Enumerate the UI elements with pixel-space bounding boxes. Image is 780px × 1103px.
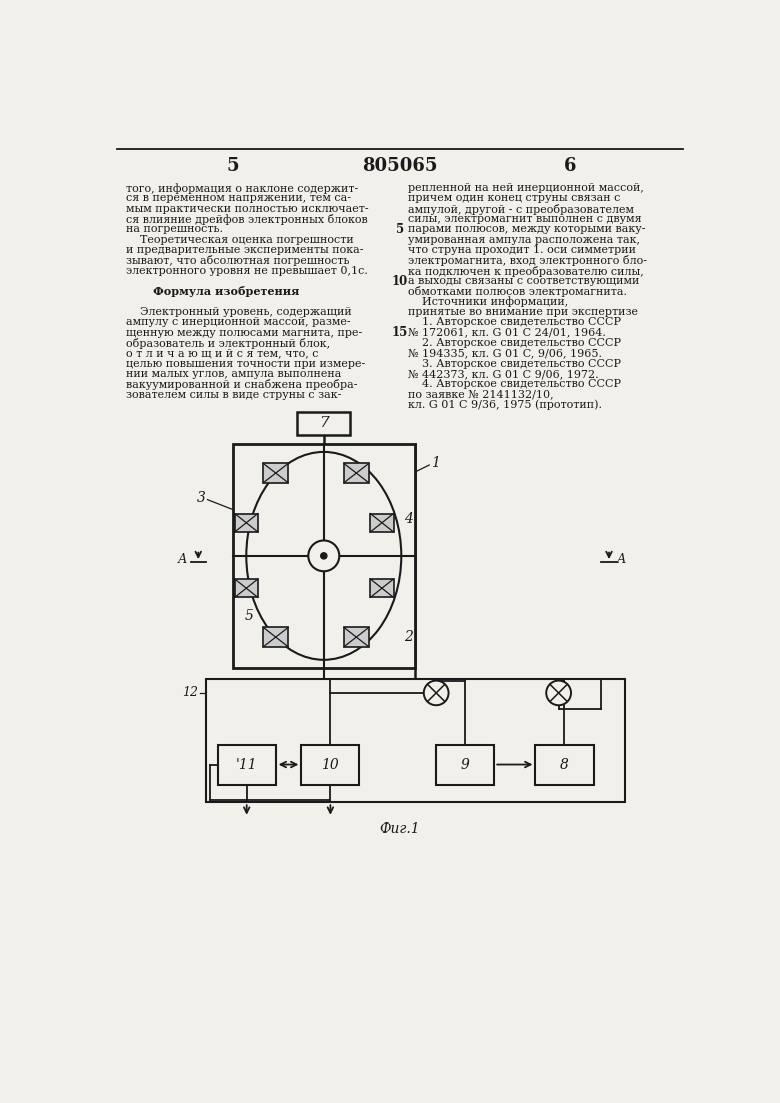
- Text: щенную между полюсами магнита, пре-: щенную между полюсами магнита, пре-: [126, 328, 363, 338]
- Text: принятые во внимание при экспертизе: принятые во внимание при экспертизе: [407, 307, 637, 317]
- Text: Фиг.1: Фиг.1: [379, 822, 420, 836]
- Text: 12: 12: [183, 686, 198, 699]
- Text: 4: 4: [403, 512, 413, 526]
- Text: ся в переменном напряжении, тем са-: ся в переменном напряжении, тем са-: [126, 193, 351, 203]
- Text: А: А: [178, 554, 187, 566]
- Bar: [301, 745, 360, 784]
- Text: 15: 15: [392, 326, 408, 340]
- Bar: [264, 463, 288, 483]
- Circle shape: [424, 681, 448, 705]
- Text: 5: 5: [227, 158, 239, 175]
- Text: по заявке № 2141132/10,: по заявке № 2141132/10,: [407, 389, 553, 399]
- Text: 5: 5: [395, 223, 404, 236]
- Text: электромагнита, вход электронного бло-: электромагнита, вход электронного бло-: [407, 256, 647, 267]
- Text: и предварительные эксперименты пока-: и предварительные эксперименты пока-: [126, 245, 363, 255]
- Text: о т л и ч а ю щ и й с я тем, что, с: о т л и ч а ю щ и й с я тем, что, с: [126, 349, 319, 358]
- Text: умированная ампула расположена так,: умированная ампула расположена так,: [407, 235, 640, 245]
- Circle shape: [308, 540, 339, 571]
- Circle shape: [321, 553, 327, 559]
- Text: Источники информации,: Источники информации,: [407, 297, 568, 308]
- Text: 2. Авторское свидетельство СССР: 2. Авторское свидетельство СССР: [407, 338, 621, 347]
- Text: 6: 6: [564, 158, 576, 175]
- Text: на погрешность.: на погрешность.: [126, 224, 223, 235]
- Text: ка подключен к преобразователю силы,: ка подключен к преобразователю силы,: [407, 266, 644, 277]
- Text: Формула изобретения: Формула изобретения: [126, 287, 300, 298]
- Text: ся влияние дрейфов электронных блоков: ся влияние дрейфов электронных блоков: [126, 214, 368, 225]
- Bar: [344, 628, 369, 646]
- Bar: [436, 745, 495, 784]
- Text: 8: 8: [560, 758, 569, 771]
- Text: Электронный уровень, содержащий: Электронный уровень, содержащий: [126, 307, 352, 317]
- Bar: [218, 745, 276, 784]
- Text: что струна проходит 1. оси симметрии: что струна проходит 1. оси симметрии: [407, 245, 636, 255]
- Text: 805065: 805065: [362, 158, 438, 175]
- Text: причем один конец струны связан с: причем один конец струны связан с: [407, 193, 620, 203]
- Text: 1. Авторское свидетельство СССР: 1. Авторское свидетельство СССР: [407, 318, 621, 328]
- Bar: [297, 411, 350, 435]
- Text: нии малых углов, ампула выполнена: нии малых углов, ампула выполнена: [126, 368, 342, 379]
- Text: 2: 2: [403, 630, 413, 644]
- Bar: [535, 745, 594, 784]
- Circle shape: [546, 681, 571, 705]
- Text: 7: 7: [319, 417, 328, 430]
- Bar: [233, 445, 415, 667]
- Text: мым практически полностью исключает-: мым практически полностью исключает-: [126, 204, 369, 214]
- Text: ампулой, другой - с преобразователем: ампулой, другой - с преобразователем: [407, 204, 633, 215]
- Text: Теоретическая оценка погрешности: Теоретическая оценка погрешности: [126, 235, 354, 245]
- Text: 3. Авторское свидетельство СССР: 3. Авторское свидетельство СССР: [407, 358, 621, 368]
- Text: обмотками полюсов электромагнита.: обмотками полюсов электромагнита.: [407, 287, 626, 298]
- Bar: [370, 579, 394, 598]
- Text: А: А: [617, 554, 626, 566]
- Text: репленной на ней инерционной массой,: репленной на ней инерционной массой,: [407, 183, 644, 193]
- Text: 10: 10: [392, 275, 408, 288]
- Text: 6: 6: [265, 549, 275, 563]
- Bar: [264, 628, 288, 646]
- Text: парами полюсов, между которыми ваку-: парами полюсов, между которыми ваку-: [407, 224, 645, 235]
- Text: '11: '11: [236, 758, 257, 771]
- Text: 10: 10: [321, 758, 339, 771]
- Text: № 442373, кл. G 01 C 9/06, 1972.: № 442373, кл. G 01 C 9/06, 1972.: [407, 368, 598, 379]
- Text: электронного уровня не превышает 0,1с.: электронного уровня не превышает 0,1с.: [126, 266, 368, 276]
- Text: зывают, что абсолютная погрешность: зывают, что абсолютная погрешность: [126, 256, 349, 267]
- Bar: [235, 514, 258, 532]
- Text: 4. Авторское свидетельство СССР: 4. Авторское свидетельство СССР: [407, 379, 621, 389]
- Text: 3: 3: [197, 491, 206, 505]
- Text: вакуумированной и снабжена преобра-: вакуумированной и снабжена преобра-: [126, 379, 358, 390]
- Text: ампулу с инерционной массой, разме-: ампулу с инерционной массой, разме-: [126, 318, 351, 328]
- Text: кл. G 01 C 9/36, 1975 (прототип).: кл. G 01 C 9/36, 1975 (прототип).: [407, 400, 601, 410]
- Text: 9: 9: [461, 758, 470, 771]
- Text: 5: 5: [245, 609, 254, 623]
- Bar: [206, 679, 625, 802]
- Ellipse shape: [246, 452, 401, 660]
- Text: зователем силы в виде струны с зак-: зователем силы в виде струны с зак-: [126, 389, 342, 399]
- Text: силы, электромагнит выполнен с двумя: силы, электромагнит выполнен с двумя: [407, 214, 641, 224]
- Text: 1: 1: [431, 457, 440, 471]
- Text: того, информация о наклоне содержит-: того, информация о наклоне содержит-: [126, 183, 359, 194]
- Text: образователь и электронный блок,: образователь и электронный блок,: [126, 338, 330, 349]
- Text: а выходы связаны с соответствующими: а выходы связаны с соответствующими: [407, 276, 639, 286]
- Bar: [235, 579, 258, 598]
- Bar: [370, 514, 394, 532]
- Text: № 172061, кл. G 01 C 24/01, 1964.: № 172061, кл. G 01 C 24/01, 1964.: [407, 328, 605, 338]
- Bar: [344, 463, 369, 483]
- Text: № 194335, кл. G 01 C, 9/06, 1965.: № 194335, кл. G 01 C, 9/06, 1965.: [407, 349, 601, 358]
- Text: целью повышения точности при измере-: целью повышения точности при измере-: [126, 358, 365, 368]
